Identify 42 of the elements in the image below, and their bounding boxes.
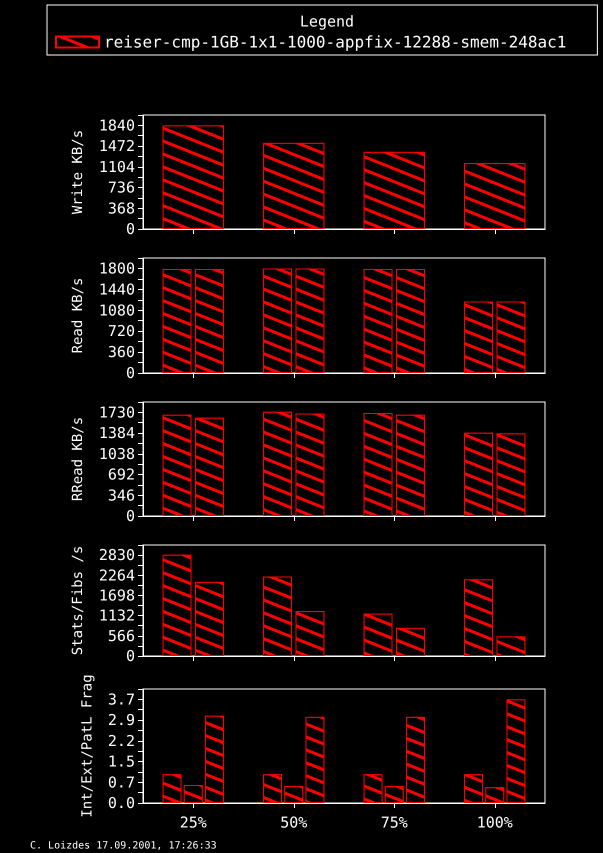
y-tick-label: 1730 [98,403,135,422]
y-tick-label: 346 [108,486,135,504]
y-tick-label: 0.7 [108,773,135,792]
y-tick-label: 2.2 [108,732,135,750]
y-tick-label: 0 [126,220,135,238]
y-tick-label: 736 [108,178,135,197]
y-tick-label: 368 [108,199,135,218]
y-tick-label: 1.5 [108,752,135,771]
y-axis-title: Write KB/s [70,130,86,214]
text: C. Loizdes 17.09.2001, 17:26:33 [30,840,217,852]
y-axis-title: RRead KB/s [70,416,86,502]
y-tick-label: 360 [108,343,135,362]
y-tick-label: 0 [126,647,135,665]
y-tick-label: 0 [126,507,135,525]
y-tick-label: 2830 [98,546,135,564]
x-tick-label: 100% [476,814,513,832]
legend-label: reiser-cmp-1GB-1x1-1000-appfix-12288-smem-248ac1 [104,32,566,52]
y-axis-title: Stats/Fibs /s [70,546,86,656]
y-tick-label: 1698 [98,586,135,604]
x-tick-label: 50% [280,814,308,832]
y-tick-label: 1800 [98,259,135,278]
y-tick-label: 0.0 [108,794,135,812]
y-tick-label: 1840 [98,116,135,134]
y-tick-label: 1080 [98,301,135,320]
legend-title: Legend [300,12,354,30]
y-axis-title: Read KB/s [70,278,86,354]
y-tick-label: 1038 [98,444,135,463]
y-tick-label: 2.9 [108,711,135,730]
x-tick-label: 75% [380,814,408,832]
y-tick-label: 566 [108,626,135,645]
y-tick-label: 720 [108,322,135,340]
y-tick-label: 1384 [98,424,135,442]
y-axis-title: Int/Ext/PatL Frag [80,674,96,818]
y-tick-label: 3.7 [108,690,135,708]
x-tick-label: 25% [180,814,207,832]
y-tick-label: 2264 [98,566,135,584]
y-tick-label: 1132 [98,606,135,625]
y-tick-label: 1440 [98,280,135,298]
y-tick-label: 692 [108,466,135,484]
y-tick-label: 0 [126,364,135,382]
y-tick-label: 1104 [98,158,135,176]
y-tick-label: 1472 [98,137,135,156]
